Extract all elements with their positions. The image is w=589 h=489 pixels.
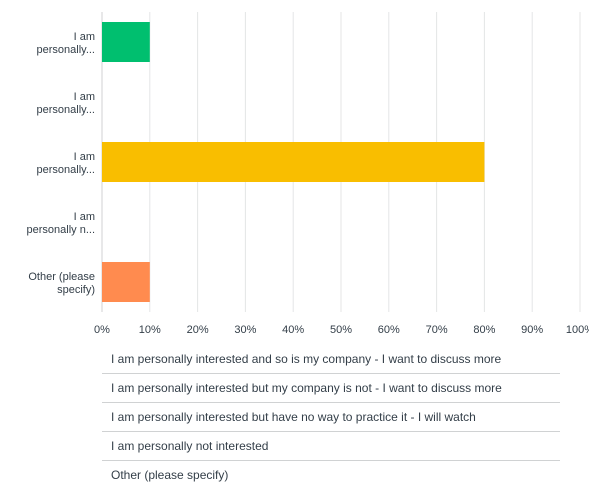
category-label: I am personally...: [37, 91, 96, 116]
x-tick-label: 80%: [473, 324, 495, 336]
category-label: I am personally n...: [27, 211, 95, 236]
category-label: I am personally...: [37, 31, 96, 56]
bar: [102, 142, 485, 182]
x-tick-label: 20%: [187, 324, 209, 336]
category-label: I am personally...: [37, 151, 96, 176]
legend-item: I am personally interested but have no w…: [102, 403, 560, 432]
x-tick-label: 10%: [139, 324, 161, 336]
x-tick-label: 40%: [282, 324, 304, 336]
x-tick-label: 90%: [521, 324, 543, 336]
bar: [102, 22, 150, 62]
x-tick-label: 100%: [566, 324, 589, 336]
legend: I am personally interested and so is my …: [102, 345, 560, 489]
x-tick-labels: 0% 10% 20% 30% 40% 50% 60% 70% 80% 90% 100%: [94, 324, 589, 336]
bars: [102, 22, 485, 302]
legend-item: I am personally not interested: [102, 432, 560, 461]
x-tick-label: 0%: [94, 324, 110, 336]
legend-item: I am personally interested and so is my …: [102, 345, 560, 374]
x-tick-label: 50%: [330, 324, 352, 336]
category-label: Other (please specify): [28, 271, 95, 296]
x-tick-label: 30%: [234, 324, 256, 336]
legend-item: I am personally interested but my compan…: [102, 374, 560, 403]
bar-chart: I am personally... I am personally... I am pe…: [27, 12, 589, 336]
x-tick-label: 60%: [378, 324, 400, 336]
category-labels: I am personally... I am personally... I am pe…: [27, 31, 95, 296]
bar: [102, 262, 150, 302]
legend-item: Other (please specify): [111, 468, 229, 482]
x-tick-label: 70%: [426, 324, 448, 336]
